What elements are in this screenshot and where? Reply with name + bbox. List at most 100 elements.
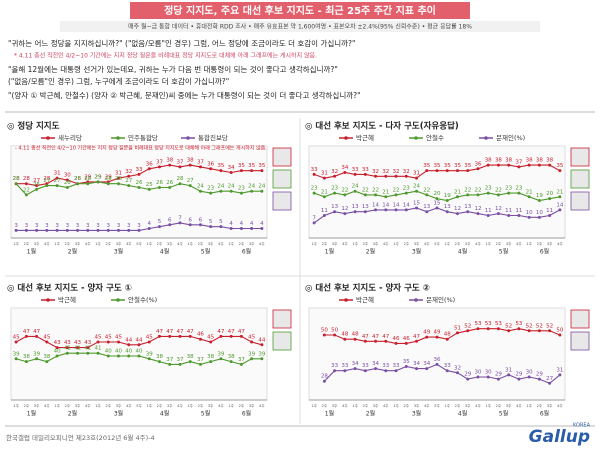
data-label: 34	[372, 361, 379, 367]
data-label: 40	[54, 349, 61, 355]
data-point	[198, 189, 202, 193]
data-point	[507, 163, 511, 167]
x-tick-label: 1주	[146, 404, 152, 408]
data-point	[394, 369, 398, 373]
data-label: 30	[526, 370, 533, 376]
data-label: 52	[536, 323, 543, 329]
data-point	[455, 195, 459, 199]
data-point	[24, 228, 28, 232]
data-label: 12	[474, 206, 481, 212]
data-point	[65, 346, 69, 350]
data-point	[476, 193, 480, 197]
data-point	[343, 171, 347, 175]
data-point	[435, 197, 439, 201]
data-point	[363, 172, 367, 176]
x-tick-label: 2주	[403, 242, 409, 246]
data-label: 22	[372, 187, 379, 193]
data-label: 38	[536, 158, 543, 164]
data-label: 24	[197, 184, 204, 190]
data-point	[343, 369, 347, 373]
data-point	[219, 334, 223, 338]
data-label: 3	[55, 223, 59, 229]
data-label: 37	[156, 159, 163, 165]
data-label: 13	[444, 204, 451, 210]
data-label: 30	[485, 370, 492, 376]
x-tick-label: 4주	[424, 404, 430, 408]
data-label: 33	[331, 363, 338, 369]
data-point	[548, 197, 552, 201]
x-tick-label: 4주	[557, 404, 563, 408]
x-tick-label: 1주	[187, 404, 193, 408]
data-point	[45, 184, 49, 188]
data-point	[527, 195, 531, 199]
data-point	[435, 362, 439, 366]
data-label: 29	[105, 174, 112, 180]
x-tick-label: 2주	[65, 242, 71, 246]
data-label: 43	[54, 340, 61, 346]
data-point	[96, 340, 100, 344]
data-label: 35	[217, 163, 224, 169]
data-point	[404, 174, 408, 178]
data-point	[404, 365, 408, 368]
data-label: 11	[505, 208, 512, 214]
data-point	[537, 377, 541, 381]
legend-label: 문재인(%)	[426, 295, 455, 304]
data-label: 41	[84, 346, 91, 352]
data-label: 31	[413, 171, 420, 177]
legend-label: 안철수(%)	[128, 295, 157, 304]
x-tick-label: 3주	[116, 404, 122, 408]
data-point	[322, 195, 326, 199]
data-label: 31	[556, 367, 563, 373]
data-point	[404, 191, 408, 195]
data-point	[209, 360, 213, 364]
data-point	[106, 340, 110, 344]
data-label: 39	[258, 351, 265, 357]
data-point	[137, 228, 141, 232]
data-label: 24	[258, 184, 265, 190]
data-point	[333, 210, 337, 214]
legend-swatch	[116, 136, 120, 140]
data-label: 31	[505, 367, 512, 373]
data-point	[415, 176, 419, 180]
data-label: 6	[199, 217, 203, 223]
x-tick-label: 1주	[13, 242, 19, 246]
data-label: 3	[127, 223, 131, 229]
data-point	[178, 334, 182, 338]
data-label: 32	[393, 169, 400, 175]
data-point	[178, 165, 182, 169]
month-label: 2월	[68, 248, 77, 256]
data-label: 28	[13, 176, 20, 182]
data-point	[353, 210, 357, 214]
data-label: 38	[505, 158, 512, 164]
data-point	[548, 213, 552, 217]
data-point	[250, 357, 254, 361]
data-point	[374, 193, 378, 197]
data-point	[219, 225, 223, 229]
data-point	[435, 169, 439, 173]
data-point	[425, 367, 429, 371]
data-point	[76, 346, 80, 350]
data-point	[24, 360, 28, 364]
data-label: 26	[166, 180, 173, 186]
data-label: 3	[14, 223, 18, 229]
data-point	[445, 337, 449, 341]
x-tick-label: 3주	[465, 242, 471, 246]
data-point	[168, 185, 172, 189]
data-point	[24, 182, 28, 186]
data-label: 47	[228, 329, 235, 335]
data-label: 35	[258, 163, 265, 169]
data-label: 47	[413, 334, 420, 340]
data-point	[55, 354, 59, 358]
data-point	[65, 185, 69, 189]
x-tick-label: 1주	[228, 242, 234, 246]
data-point	[198, 337, 202, 341]
legend-image	[570, 309, 590, 329]
data-label: 22	[464, 187, 471, 193]
data-label: 35	[403, 359, 410, 365]
x-tick-label: 2주	[157, 242, 163, 246]
x-tick-label: 2주	[65, 404, 71, 408]
data-point	[527, 163, 531, 167]
data-label: 10	[536, 210, 543, 216]
legend-swatch	[414, 298, 418, 302]
data-point	[250, 340, 254, 344]
